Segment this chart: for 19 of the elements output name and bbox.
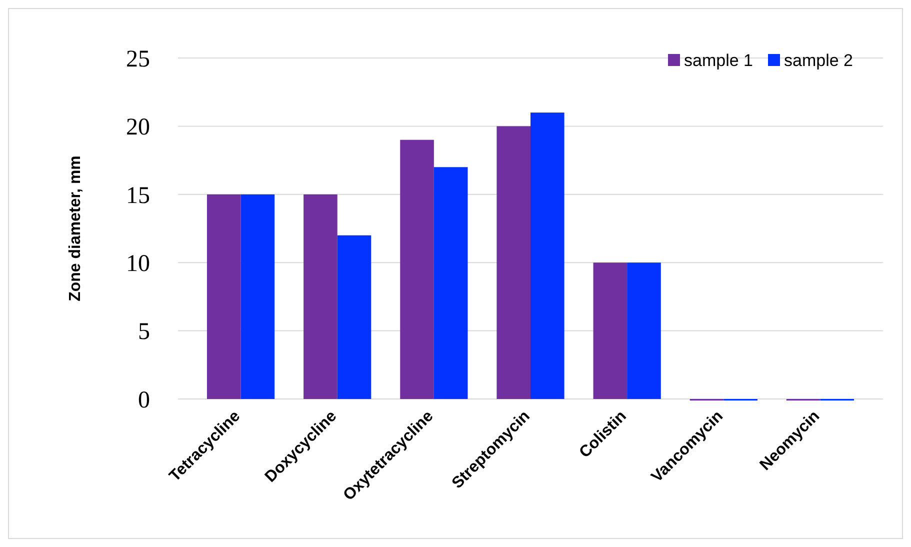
bar (627, 262, 661, 399)
bar (337, 235, 372, 399)
bar (434, 167, 468, 399)
bar (400, 140, 434, 399)
legend-label: sample 2 (784, 50, 853, 70)
bar (240, 194, 275, 399)
y-tick-label: 0 (138, 387, 150, 414)
y-axis-title: Zone diameter, mm (67, 156, 84, 302)
y-tick-label: 10 (126, 251, 150, 277)
legend-label: sample 1 (684, 50, 753, 70)
bar (530, 112, 564, 399)
y-tick-label: 20 (126, 114, 150, 141)
bar (304, 194, 338, 399)
bar (593, 262, 628, 399)
y-tick-label: 5 (138, 319, 150, 346)
y-tick-label: 15 (126, 182, 150, 209)
bar (206, 194, 241, 399)
y-tick-label: 25 (126, 46, 150, 72)
bar (496, 126, 530, 399)
